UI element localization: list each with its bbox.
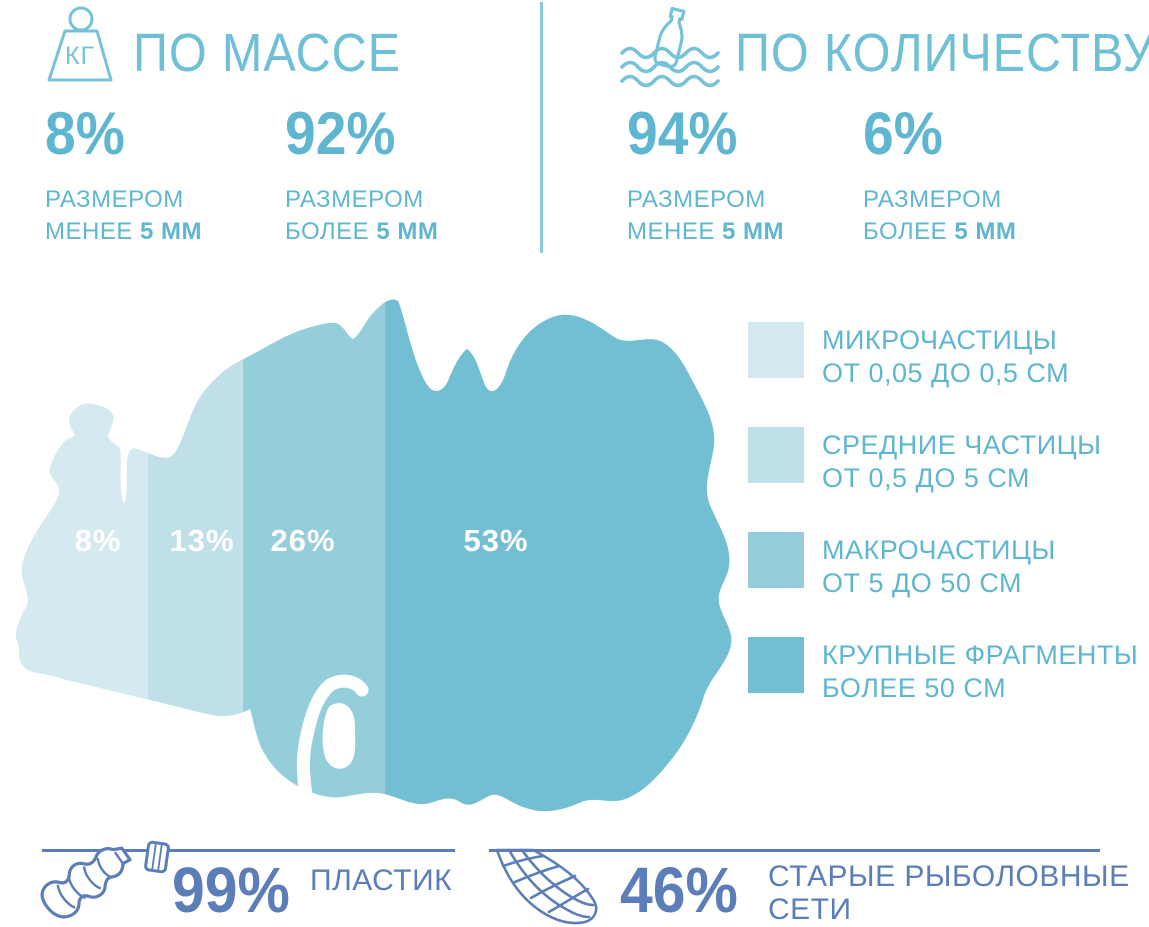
stat-desc: РАЗМЕРОМ БОЛЕЕ 5 ММ <box>285 186 439 245</box>
map-segment-large <box>385 299 732 812</box>
map-lagoon-hole <box>322 703 356 769</box>
map-lagoon-channel <box>296 674 369 816</box>
count-stat-less-5mm: 94% РАЗМЕРОМ МЕНЕЕ 5 ММ <box>627 104 862 248</box>
legend-swatch <box>748 322 804 378</box>
map-segment-label: 53% <box>463 523 528 558</box>
map-segment-medium <box>148 299 243 812</box>
legend-label: СРЕДНИЕ ЧАСТИЦЫ ОТ 0,5 ДО 5 СМ <box>822 430 1102 493</box>
map-segment-label: 13% <box>169 523 234 558</box>
header-divider <box>540 2 543 253</box>
plastic-value: 99% <box>172 854 290 926</box>
mass-stat-more-5mm: 92% РАЗМЕРОМ БОЛЕЕ 5 ММ <box>285 104 520 248</box>
stat-value: 94% <box>627 100 738 167</box>
bottle-in-waves-icon <box>620 6 720 88</box>
weight-kg-icon: КГ <box>47 6 113 82</box>
legend-label: МАКРОЧАСТИЦЫ ОТ 5 ДО 50 СМ <box>822 535 1056 598</box>
stat-value: 6% <box>863 100 943 167</box>
bottle-cap-icon <box>144 840 170 874</box>
stat-desc: РАЗМЕРОМ МЕНЕЕ 5 ММ <box>627 186 785 245</box>
garbage-patch-map: 8% 13% 26% 53% <box>15 299 732 816</box>
by-count-title: ПО КОЛИЧЕСТВУ <box>735 23 1149 83</box>
count-stat-more-5mm: 6% РАЗМЕРОМ БОЛЕЕ 5 ММ <box>863 104 1098 248</box>
map-segment-label: 26% <box>270 523 335 558</box>
stat-value: 92% <box>285 100 396 167</box>
stat-desc: РАЗМЕРОМ МЕНЕЕ 5 ММ <box>45 186 203 245</box>
legend-item-micro: МИКРОЧАСТИЦЫ ОТ 0,05 ДО 0,5 СМ <box>748 322 1069 390</box>
nets-value: 46% <box>620 854 738 926</box>
legend-swatch <box>748 532 804 588</box>
mass-stat-less-5mm: 8% РАЗМЕРОМ МЕНЕЕ 5 ММ <box>45 104 280 248</box>
svg-text:КГ: КГ <box>65 42 95 70</box>
stat-desc: РАЗМЕРОМ БОЛЕЕ 5 ММ <box>863 186 1017 245</box>
footer-rule-right <box>489 849 1100 852</box>
legend-swatch <box>748 427 804 483</box>
legend-label: МИКРОЧАСТИЦЫ ОТ 0,05 ДО 0,5 СМ <box>822 325 1070 388</box>
footer-rule-left <box>42 849 455 852</box>
by-mass-title: ПО МАССЕ <box>133 23 401 83</box>
legend-item-large: КРУПНЫЕ ФРАГМЕНТЫ БОЛЕЕ 50 СМ <box>748 637 1138 705</box>
map-segment-macro <box>243 299 385 812</box>
legend-item-macro: МАКРОЧАСТИЦЫ ОТ 5 ДО 50 СМ <box>748 532 1056 600</box>
plastic-label: ПЛАСТИК <box>310 864 453 897</box>
stat-value: 8% <box>45 100 125 167</box>
legend-item-medium: СРЕДНИЕ ЧАСТИЦЫ ОТ 0,5 ДО 5 СМ <box>748 427 1102 495</box>
legend-label: КРУПНЫЕ ФРАГМЕНТЫ БОЛЕЕ 50 СМ <box>822 640 1139 703</box>
map-segment-label: 8% <box>75 523 122 558</box>
map-segment-micro <box>15 299 148 812</box>
crushed-plastic-bottle-icon <box>40 840 170 919</box>
fishing-net-icon <box>495 848 598 925</box>
nets-label: СТАРЫЕ РЫБОЛОВНЫЕ СЕТИ <box>768 860 1130 926</box>
legend-swatch <box>748 637 804 693</box>
